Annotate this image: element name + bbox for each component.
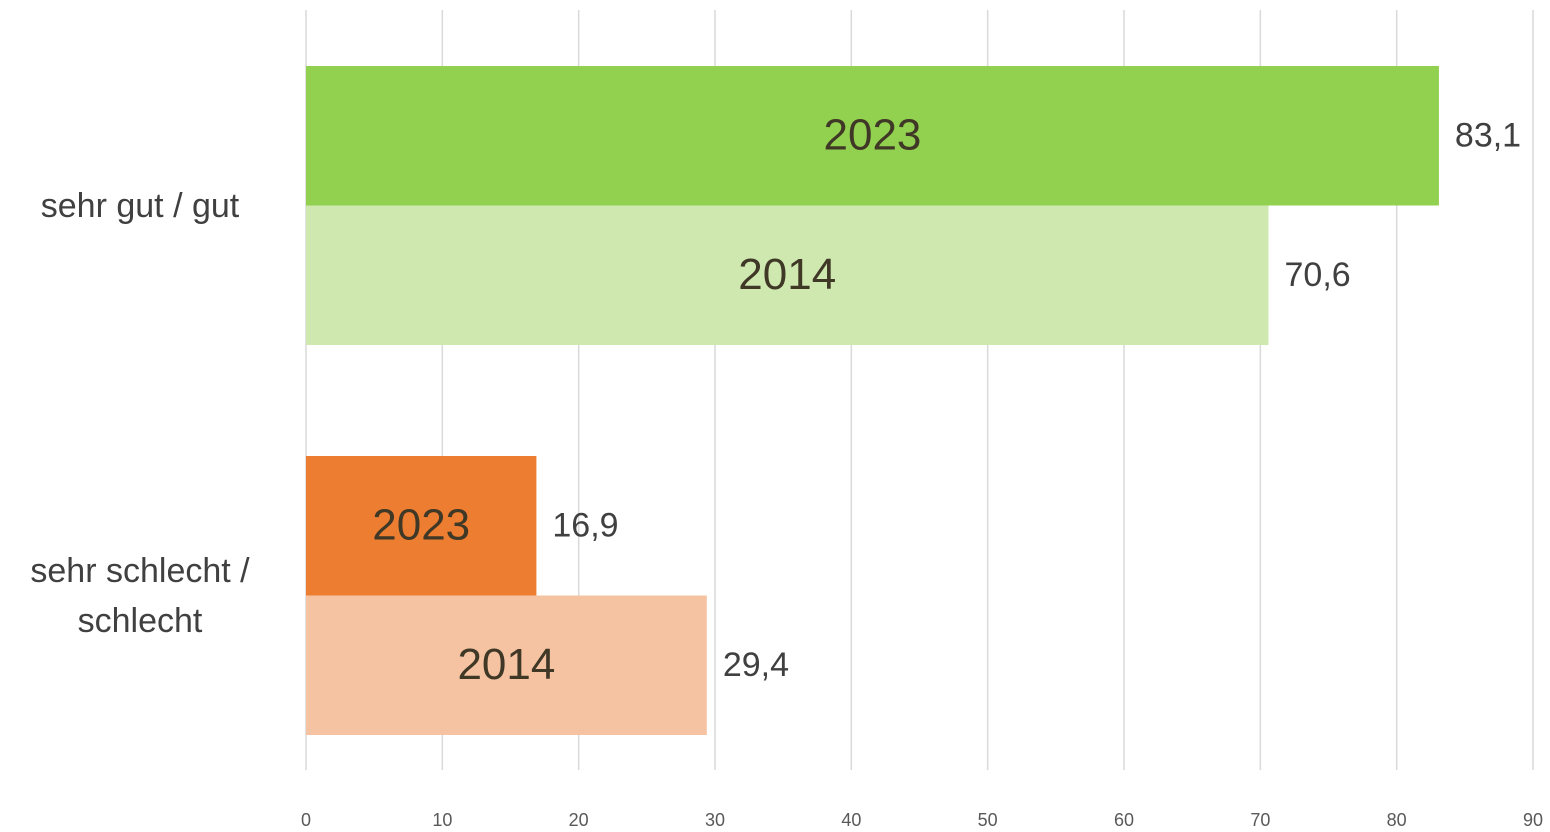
value-label: 16,9 xyxy=(552,507,618,545)
x-tick-label: 30 xyxy=(705,810,725,830)
x-tick-label: 0 xyxy=(301,810,311,830)
bar xyxy=(306,205,1269,345)
bar xyxy=(306,456,537,596)
x-tick-label: 50 xyxy=(978,810,998,830)
value-label: 70,6 xyxy=(1285,256,1351,294)
bar-series-label: 2014 xyxy=(738,250,836,299)
bar-series-label: 2014 xyxy=(457,640,555,689)
x-tick-label: 60 xyxy=(1114,810,1134,830)
value-label: 29,4 xyxy=(723,646,789,684)
bar xyxy=(306,66,1439,206)
bar-series-label: 2023 xyxy=(824,110,922,159)
x-tick-label: 10 xyxy=(432,810,452,830)
x-tick-label: 40 xyxy=(841,810,861,830)
x-tick-label: 20 xyxy=(569,810,589,830)
value-label: 83,1 xyxy=(1455,117,1521,155)
bar xyxy=(306,595,707,735)
y-tick-label: sehr schlecht / schlecht xyxy=(30,551,250,640)
y-tick-label: sehr gut / gut xyxy=(40,186,240,225)
x-tick-label: 70 xyxy=(1250,810,1270,830)
x-tick-label: 80 xyxy=(1387,810,1407,830)
x-tick-label: 90 xyxy=(1523,810,1543,830)
bar-series-label: 2023 xyxy=(372,500,470,549)
